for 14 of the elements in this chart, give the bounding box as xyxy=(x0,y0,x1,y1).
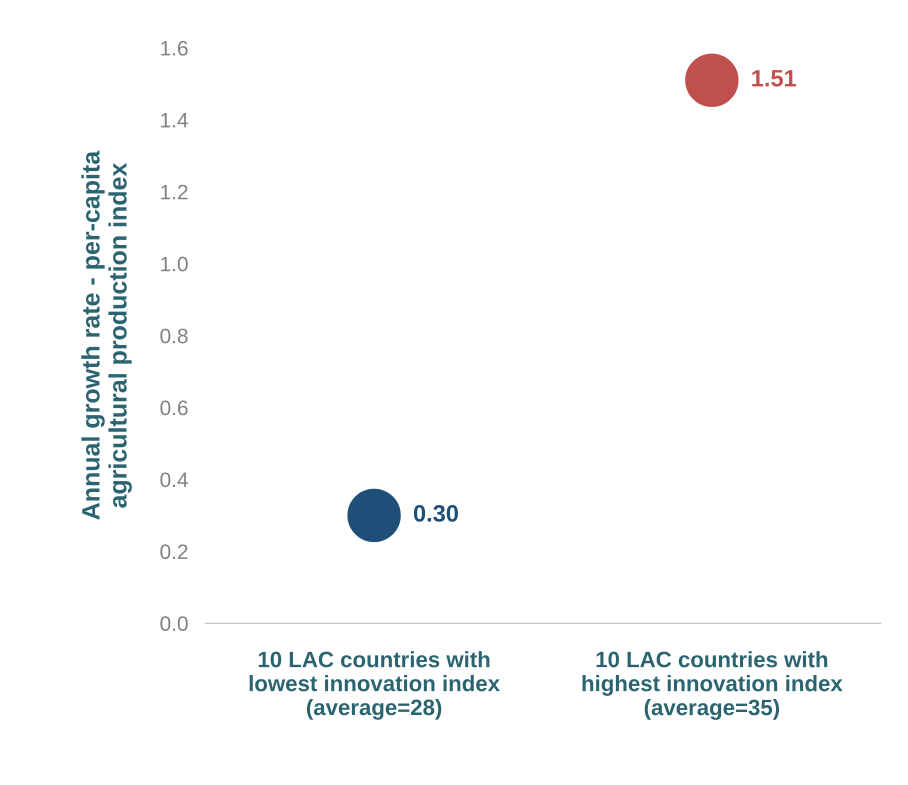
y-tick-label: 0.0 xyxy=(160,616,188,632)
x-tick-label: 10 LAC countries with highest innovation index (average=35) xyxy=(582,651,843,720)
data-label: 0.30 xyxy=(414,505,458,522)
y-tick-label: 0.8 xyxy=(160,328,188,344)
y-tick-label: 1.4 xyxy=(161,113,188,128)
y-tick-label: 0.2 xyxy=(160,544,188,560)
y-tick-label: 1.0 xyxy=(161,256,188,272)
y-axis-title: Annual growth rate - per-capita agricultural production index xyxy=(81,150,132,520)
y-tick-label: 0.6 xyxy=(160,400,188,416)
x-tick-label: 10 LAC countries with lowest innovation index (average=28) xyxy=(250,651,500,720)
y-tick-label: 0.4 xyxy=(160,472,188,488)
y-tick-label: 1.6 xyxy=(161,40,188,56)
y-tick-label: 1.2 xyxy=(161,184,188,200)
data-label: 1.51 xyxy=(752,70,796,87)
